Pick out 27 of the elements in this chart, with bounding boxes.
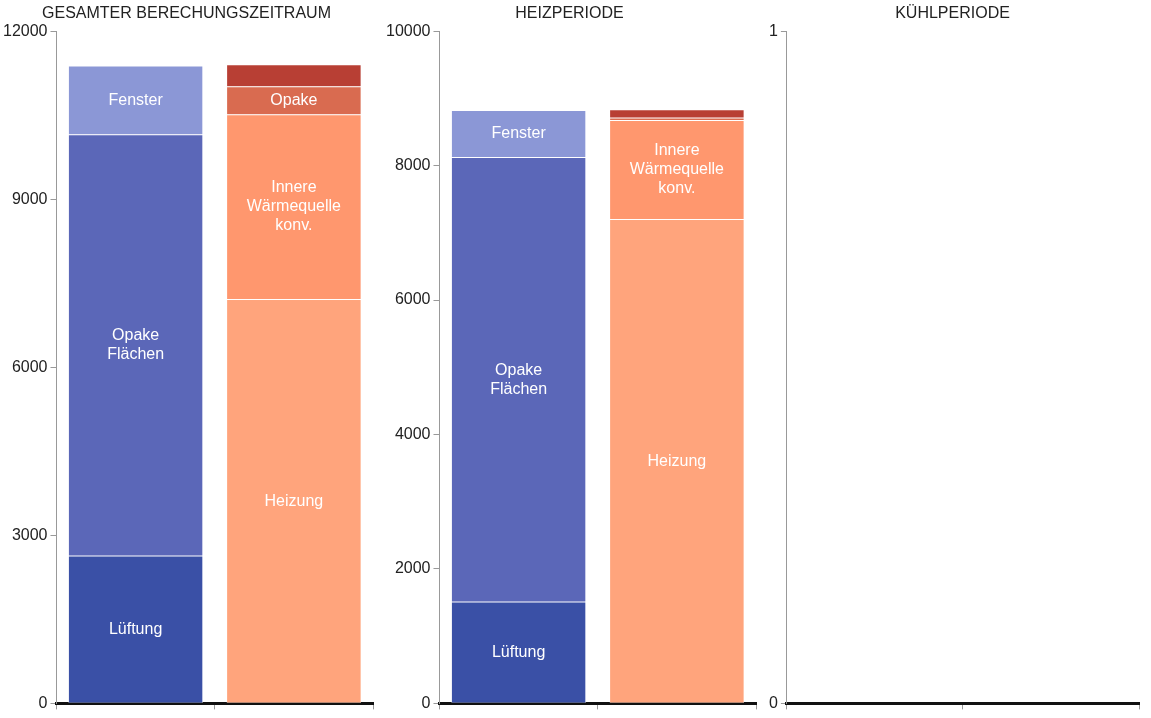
- series-label: Heizung: [264, 491, 324, 509]
- y-tick-label: 12000: [2, 21, 48, 39]
- series-label: Fenster: [491, 124, 547, 142]
- series-label: Opake: [270, 91, 318, 109]
- series-label: Lüftung: [108, 619, 163, 637]
- y-tick-label: 6000: [11, 357, 48, 375]
- y-tick-label: 1: [768, 21, 778, 39]
- y-tick-label: 10000: [385, 21, 431, 39]
- y-tick-label: 4000: [394, 424, 431, 442]
- chart-title: KÜHLPERIODE: [895, 4, 1010, 22]
- y-tick-label: 2000: [394, 559, 431, 577]
- series-label: Innere Wärmequelle konv.: [629, 141, 725, 197]
- y-tick-label: 0: [38, 693, 48, 711]
- series-label: Lüftung: [491, 642, 546, 660]
- series-label: Heizung: [647, 451, 707, 469]
- series-label: Opake Flächen: [107, 326, 165, 363]
- y-tick-label: 6000: [394, 290, 431, 308]
- y-tick-label: 3000: [11, 525, 48, 543]
- y-tick-label: 0: [421, 693, 431, 711]
- series-label: Opake Flächen: [490, 360, 548, 397]
- series-label: Innere Wärmequelle konv.: [246, 178, 342, 234]
- chart-title: GESAMTER BERECHUNGSZEITRAUM: [42, 4, 331, 22]
- series-label: Fenster: [108, 90, 164, 108]
- y-tick-label: 8000: [394, 156, 431, 174]
- chart-title: HEIZPERIODE: [515, 4, 624, 22]
- y-tick-label: 9000: [11, 189, 48, 207]
- y-tick-label: 0: [768, 693, 778, 711]
